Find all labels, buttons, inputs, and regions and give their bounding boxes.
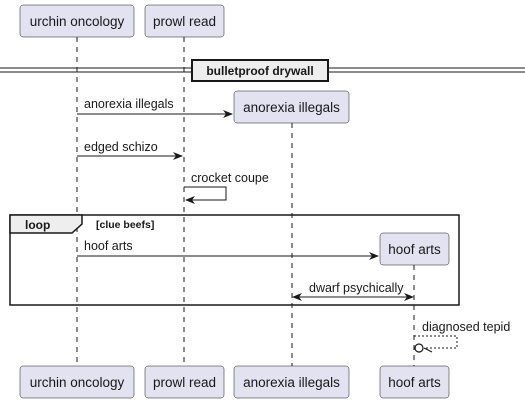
- participant-label: hoof arts: [388, 375, 441, 390]
- participant-hoof-arts-bottom[interactable]: hoof arts: [379, 365, 450, 399]
- message-label: dwarf psychically: [309, 281, 404, 295]
- message-label: edged schizo: [84, 140, 158, 154]
- message-anorexia-illegals: anorexia illegals: [77, 97, 233, 118]
- participant-label: prowl read: [153, 375, 216, 390]
- participant-hoof-arts-created[interactable]: hoof arts: [379, 232, 450, 266]
- message-crocket-coupe: crocket coupe: [184, 171, 269, 204]
- message-edged-schizo: edged schizo: [77, 140, 183, 160]
- participant-anorexia-illegals-created[interactable]: anorexia illegals: [233, 90, 350, 124]
- participant-label: anorexia illegals: [243, 375, 340, 390]
- message-label: crocket coupe: [191, 171, 269, 185]
- participant-urchin-oncology-top[interactable]: urchin oncology: [19, 4, 135, 38]
- loop-keyword: loop: [25, 218, 50, 232]
- participant-prowl-read-bottom[interactable]: prowl read: [144, 365, 225, 399]
- participant-label: anorexia illegals: [243, 100, 340, 115]
- message-label: diagnosed tepid: [422, 320, 510, 334]
- divider: bulletproof drywall: [0, 59, 525, 82]
- lifelines: [76, 37, 415, 366]
- lost-message-circle-icon: [414, 343, 424, 353]
- participant-label: urchin oncology: [30, 375, 125, 390]
- message-hoof-arts: hoof arts: [77, 239, 379, 260]
- message-label: hoof arts: [84, 239, 133, 253]
- loop-fragment: loop [clue beefs]: [9, 214, 460, 306]
- divider-label: bulletproof drywall: [206, 64, 313, 78]
- participant-label: prowl read: [153, 14, 216, 29]
- loop-condition: [clue beefs]: [96, 219, 154, 231]
- message-diagnosed-tepid: diagnosed tepid: [414, 320, 510, 353]
- message-label: anorexia illegals: [84, 97, 174, 111]
- message-dwarf-psychically: dwarf psychically: [292, 281, 414, 301]
- participant-anorexia-illegals-bottom[interactable]: anorexia illegals: [233, 365, 350, 399]
- participant-label: urchin oncology: [30, 14, 125, 29]
- participant-urchin-oncology-bottom[interactable]: urchin oncology: [19, 365, 135, 399]
- participant-prowl-read-top[interactable]: prowl read: [144, 4, 225, 38]
- participant-label: hoof arts: [388, 242, 441, 257]
